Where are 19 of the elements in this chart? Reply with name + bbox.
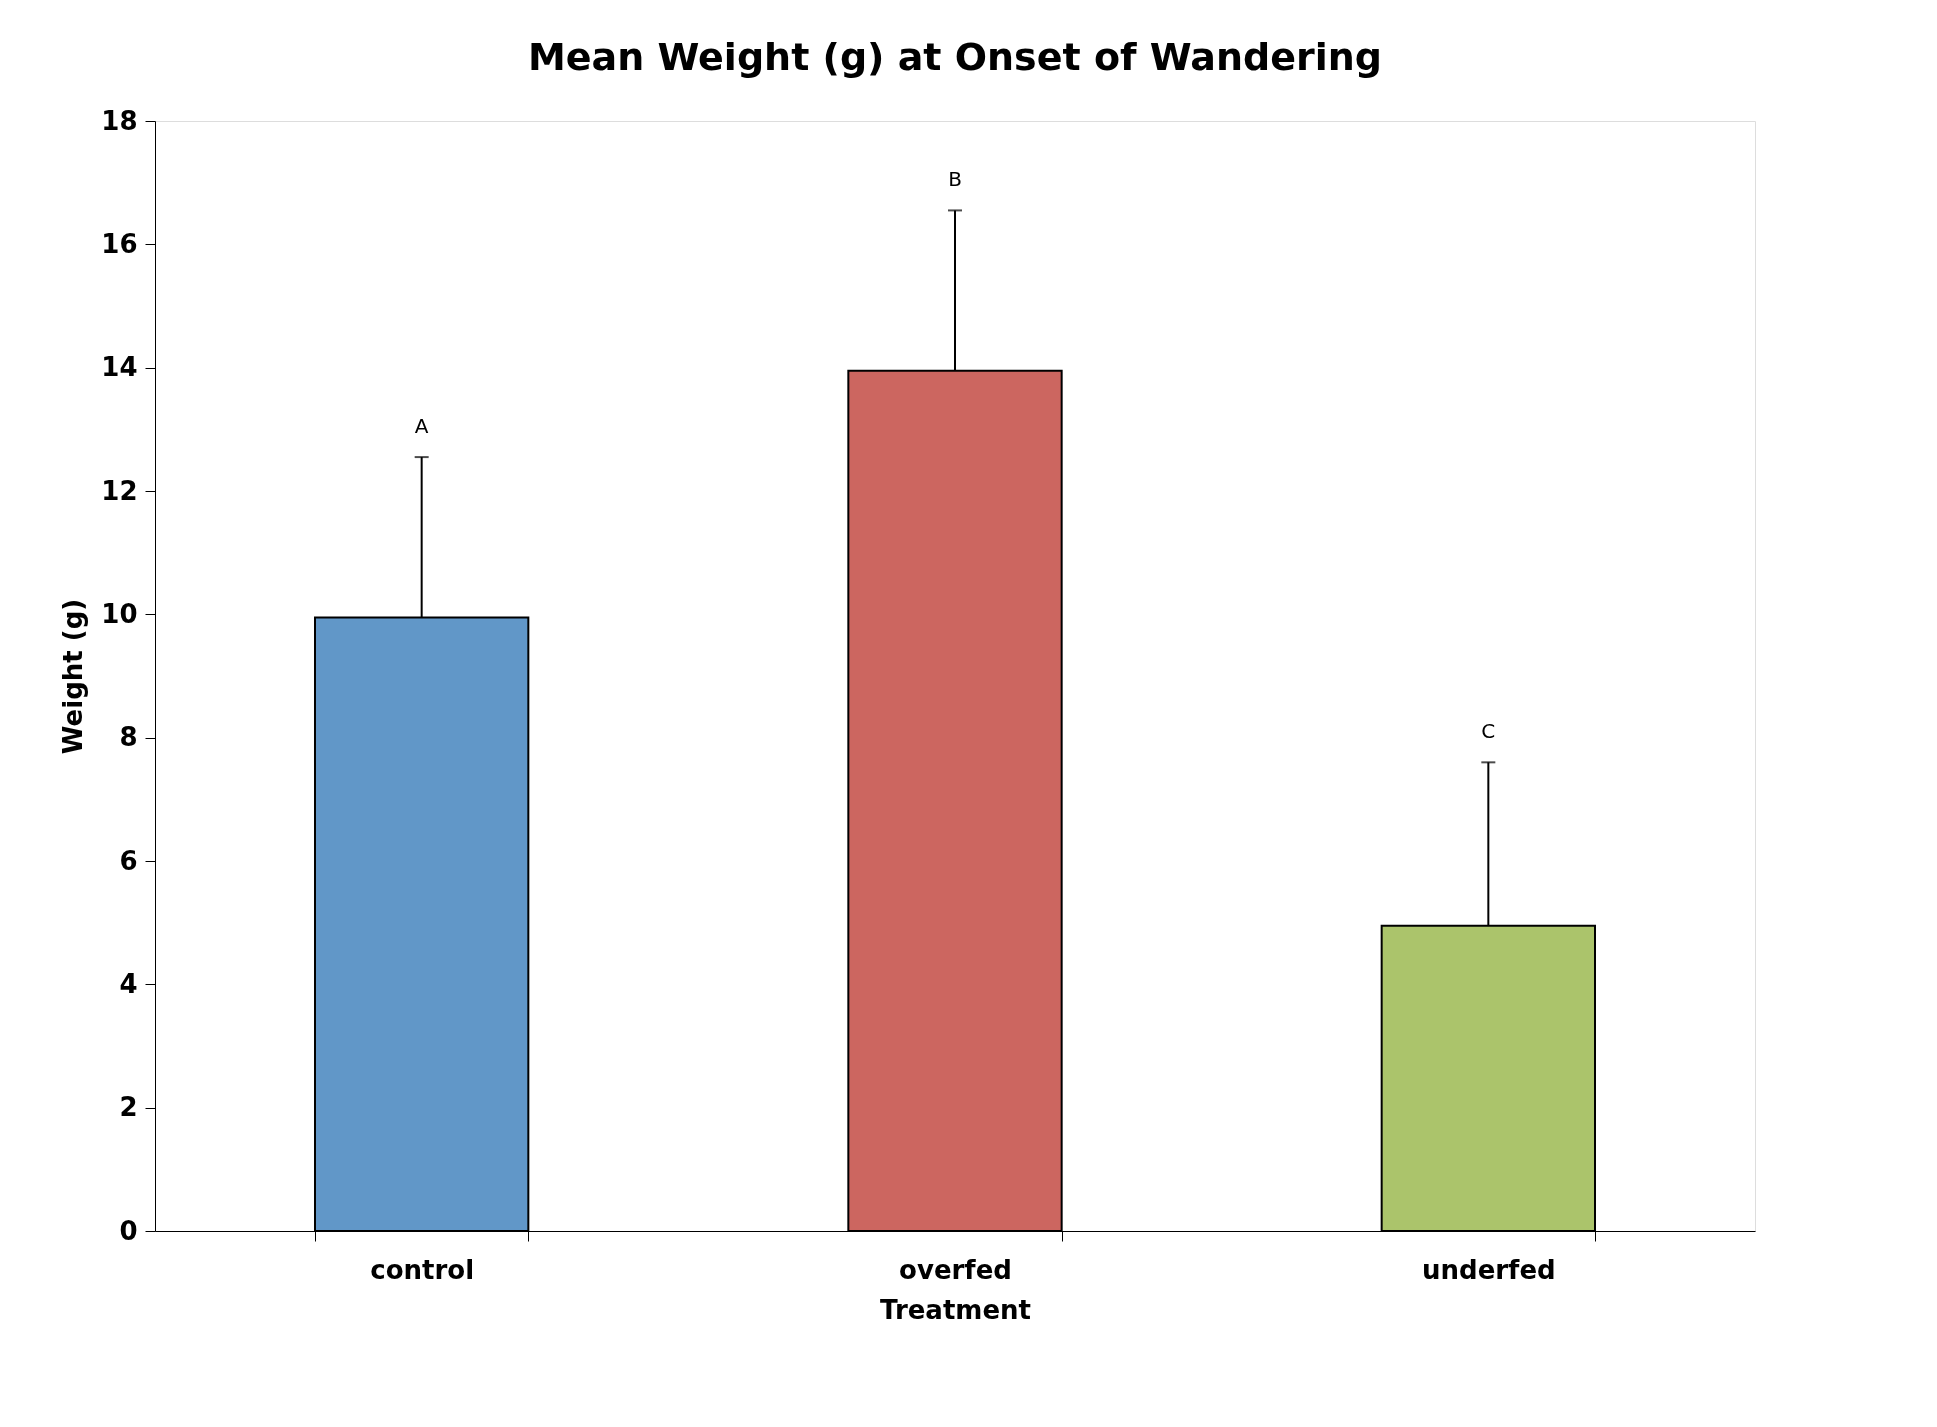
annotation: C — [1481, 719, 1496, 744]
y-tick-label: 16 — [101, 228, 138, 259]
x-tick-label: underfed — [1422, 1254, 1556, 1285]
y-axis-title: Weight (g) — [58, 598, 89, 755]
y-tick-label: 14 — [101, 352, 138, 383]
annotation: B — [948, 167, 962, 192]
x-axis-title: Treatment — [880, 1294, 1031, 1325]
y-tick-label: 12 — [101, 475, 138, 506]
y-tick-label: 4 — [119, 968, 138, 999]
y-tick-label: 8 — [119, 722, 138, 753]
annotation: A — [414, 414, 429, 439]
y-tick-label: 0 — [119, 1215, 138, 1246]
y-tick-label: 2 — [119, 1092, 138, 1123]
x-tick-label: control — [370, 1254, 475, 1285]
y-tick-label: 18 — [101, 105, 138, 136]
chart-title: Mean Weight (g) at Onset of Wandering — [528, 35, 1382, 79]
y-tick-label: 6 — [119, 845, 138, 876]
x-tick-label: overfed — [899, 1254, 1012, 1285]
y-tick-label: 10 — [101, 598, 138, 629]
